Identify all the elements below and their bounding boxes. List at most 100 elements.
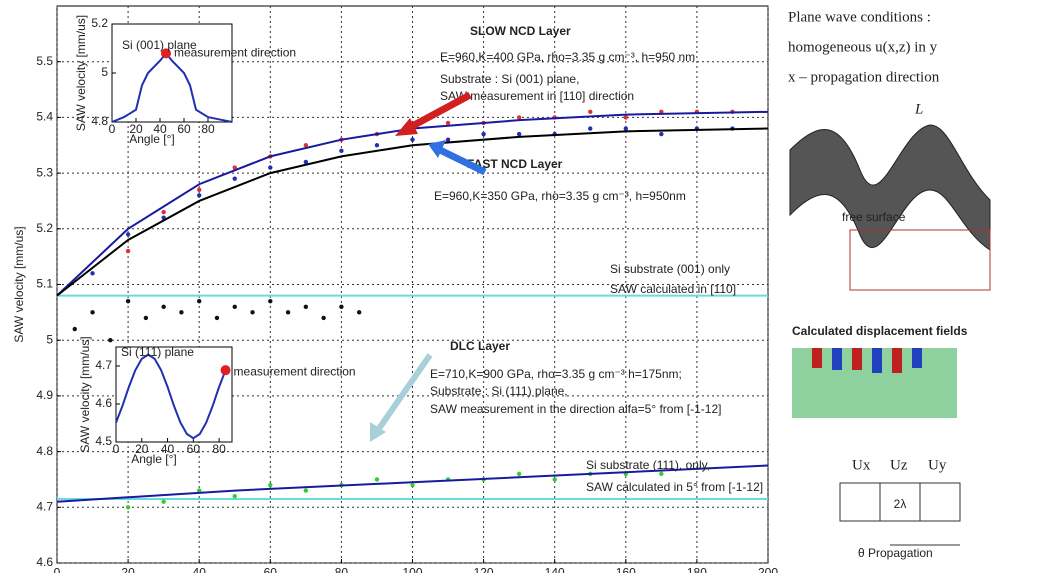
data-point [445, 137, 451, 142]
component-label: Uy [928, 457, 947, 473]
marker-label: measurement direction [174, 46, 296, 60]
x-tick-label: 140 [545, 566, 565, 573]
data-point [232, 304, 237, 309]
inset-title: Si (111) plane [121, 345, 194, 359]
data-point [232, 165, 237, 170]
data-point [161, 304, 166, 309]
data-point [197, 299, 202, 304]
panel-text: Plane wave conditions : [788, 9, 931, 25]
x-tick-label: 200 [758, 566, 778, 573]
data-point [268, 482, 273, 488]
x-tick-label: 40 [161, 442, 175, 456]
data-point [410, 482, 415, 488]
data-point [374, 477, 380, 482]
surface-label: free surface [842, 210, 906, 224]
y-tick-label: 4.7 [36, 499, 53, 513]
data-point [623, 126, 628, 131]
data-point [125, 248, 131, 254]
y-axis-label: SAW velocity [mm/us] [12, 226, 26, 342]
x-tick-label: 40 [193, 566, 207, 573]
plot: 0 20 40 60 80 100 120 140 160 180 2004.64.74.84.95… [12, 5, 778, 573]
data-point [179, 310, 184, 315]
marker-label: measurement direction [234, 364, 356, 378]
length-label: L [914, 101, 923, 117]
x-tick-label: 120 [474, 566, 494, 573]
annotation: E=960,K=350 GPa, rho=3.35 g cm⁻³, h=950n… [434, 189, 686, 203]
data-point [90, 271, 95, 276]
arrows [370, 91, 487, 442]
data-point [250, 310, 255, 315]
x-tick-label: 80 [201, 122, 215, 136]
x-tick-label: 100 [402, 566, 422, 573]
y-axis-label: SAW velocity [mm/us] [78, 336, 92, 452]
x-tick-label: 180 [687, 566, 707, 573]
y-tick-label: 5.3 [36, 165, 53, 179]
x-axis-label: Angle [°] [131, 452, 177, 466]
x-axis-label: Angle [°] [129, 132, 175, 146]
data-point [161, 499, 166, 504]
data-point [516, 115, 522, 120]
y-tick-label: 5.2 [36, 221, 53, 235]
data-point [232, 176, 237, 181]
y-tick-label: 4.9 [36, 388, 53, 402]
data-point [268, 165, 273, 170]
data-point [197, 488, 202, 493]
data-point [516, 471, 522, 477]
y-tick-label: 4.6 [36, 555, 53, 569]
data-point [108, 338, 113, 343]
data-point [232, 493, 237, 499]
wave-surface [789, 124, 991, 251]
data-point [303, 488, 309, 493]
data-point [552, 477, 557, 482]
data-point [197, 187, 202, 193]
inset-chart: 0 20 40 60 80 4.5 4.6 4.7 Angle [°] SAW velocity … [78, 336, 355, 466]
annotation: FAST NCD Layer [467, 157, 563, 171]
plot-area [115, 346, 233, 443]
y-tick-label: 5.2 [91, 16, 108, 30]
y-tick-label: 4.8 [36, 444, 53, 458]
y-tick-label: 4.5 [95, 434, 112, 448]
annotation: E=960,K=400 GPa, rho=3.35 g cm⁻³, h=950 … [440, 50, 695, 64]
annotation: SAW measurement in the direction alfa=5°… [430, 402, 721, 416]
data-point [356, 310, 362, 315]
y-axis-label: SAW velocity [mm/us] [74, 15, 88, 131]
x-tick-label: 60 [177, 122, 191, 136]
y-tick-label: 5.5 [36, 54, 53, 68]
x-tick-label: 80 [212, 442, 226, 456]
data-point [588, 126, 593, 131]
x-tick-label: 60 [187, 442, 201, 456]
data-point [125, 299, 131, 304]
x-tick-label: 20 [121, 566, 135, 573]
annotation: Substrate : Si (111) plane, [430, 384, 568, 398]
x-tick-label: 40 [153, 122, 167, 136]
annotation: Substrate : Si (001) plane, [440, 72, 579, 86]
data-point [516, 131, 522, 137]
data-point [659, 471, 664, 477]
main-chart: 0 20 40 60 80 100 120 140 160 180 2004.64.74.84.95… [12, 5, 778, 573]
x-tick-label: 0 [113, 442, 120, 456]
annotation: Si substrate (001) only [610, 262, 730, 276]
y-tick-label: 5.4 [36, 110, 53, 124]
series-line [56, 464, 769, 503]
data-point [481, 131, 486, 137]
annotation: E=710,K=900 GPa, rho=3.35 g cm⁻³ h=175nm… [430, 367, 682, 381]
x-tick-label: 20 [135, 442, 149, 456]
component-label: Uz [890, 457, 908, 473]
data-point [285, 310, 291, 315]
x-tick-label: 80 [335, 566, 349, 573]
data-point [659, 131, 664, 137]
direction-label: θ Propagation [858, 546, 933, 560]
data-point [268, 299, 273, 304]
component-label: Ux [852, 457, 871, 473]
panel-text: homogeneous u(x,z) in y [788, 39, 938, 55]
data-point [410, 137, 415, 142]
annotation: SLOW NCD Layer [470, 24, 571, 38]
y-tick-label: 5 [101, 65, 108, 79]
fields-title: Calculated displacement fields [792, 324, 968, 338]
data-point [143, 315, 149, 321]
right-panel: Plane wave conditions : homogeneous u(x,z… [788, 9, 991, 560]
annotation: DLC Layer [450, 339, 510, 353]
data-point [125, 232, 131, 237]
y-tick-label: 4.7 [95, 358, 112, 372]
